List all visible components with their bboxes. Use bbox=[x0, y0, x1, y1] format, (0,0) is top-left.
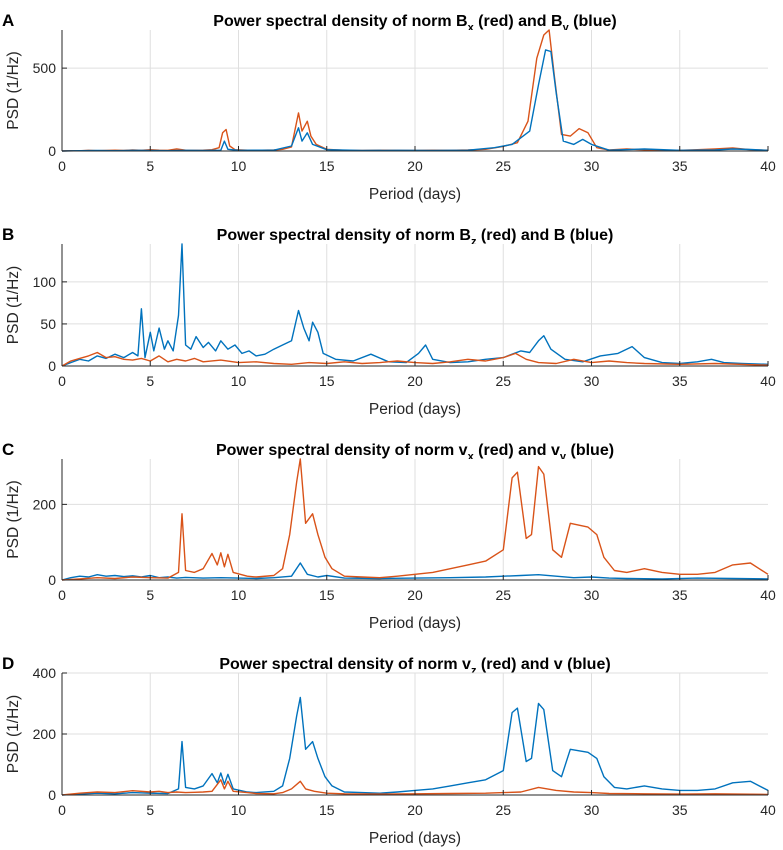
x-tick-label: 35 bbox=[672, 373, 688, 389]
x-tick-label: 25 bbox=[495, 587, 511, 603]
x-tick-label: 20 bbox=[407, 587, 423, 603]
y-axis-label: PSD (1/Hz) bbox=[5, 695, 22, 773]
x-tick-label: 0 bbox=[58, 373, 66, 389]
x-tick-label: 15 bbox=[319, 373, 335, 389]
chart-title: Power spectral density of norm Bz (red) … bbox=[217, 227, 614, 248]
y-tick-label: 0 bbox=[48, 358, 56, 374]
panel-letter: B bbox=[2, 225, 14, 244]
x-tick-label: 35 bbox=[672, 587, 688, 603]
x-tick-label: 40 bbox=[760, 802, 776, 818]
series-line-red bbox=[61, 458, 769, 581]
x-tick-label: 30 bbox=[584, 158, 600, 174]
x-tick-label: 30 bbox=[584, 373, 600, 389]
panel-letter: C bbox=[2, 440, 14, 459]
y-tick-label: 400 bbox=[33, 665, 57, 681]
x-tick-label: 20 bbox=[407, 802, 423, 818]
x-axis-label: Period (days) bbox=[369, 401, 461, 418]
x-tick-label: 40 bbox=[760, 158, 776, 174]
x-tick-label: 25 bbox=[495, 802, 511, 818]
y-tick-label: 100 bbox=[33, 274, 57, 290]
y-tick-label: 50 bbox=[40, 316, 56, 332]
series-line-blue bbox=[61, 243, 769, 367]
x-tick-label: 20 bbox=[407, 373, 423, 389]
x-tick-label: 15 bbox=[319, 802, 335, 818]
chart-panel-c: C Power spectral density of norm vx (red)… bbox=[2, 440, 776, 632]
x-tick-label: 25 bbox=[495, 373, 511, 389]
x-tick-label: 5 bbox=[146, 587, 154, 603]
x-axis-label: Period (days) bbox=[369, 615, 461, 632]
x-tick-label: 10 bbox=[231, 373, 247, 389]
x-tick-label: 5 bbox=[146, 373, 154, 389]
x-axis-label: Period (days) bbox=[369, 830, 461, 847]
x-tick-label: 40 bbox=[760, 373, 776, 389]
y-tick-label: 500 bbox=[33, 60, 57, 76]
panel-letter: D bbox=[2, 654, 14, 673]
x-tick-label: 15 bbox=[319, 158, 335, 174]
series-line-red bbox=[61, 779, 769, 796]
y-axis-label: PSD (1/Hz) bbox=[5, 266, 22, 344]
panel-letter: A bbox=[2, 11, 14, 30]
y-axis-label: PSD (1/Hz) bbox=[5, 480, 22, 558]
x-tick-label: 0 bbox=[58, 802, 66, 818]
y-tick-label: 0 bbox=[48, 143, 56, 159]
chart-panel-d: D Power spectral density of norm vz (red)… bbox=[2, 654, 776, 847]
y-tick-label: 0 bbox=[48, 572, 56, 588]
x-tick-label: 10 bbox=[231, 587, 247, 603]
x-tick-label: 10 bbox=[231, 802, 247, 818]
x-tick-label: 30 bbox=[584, 587, 600, 603]
x-tick-label: 20 bbox=[407, 158, 423, 174]
chart-title: Power spectral density of norm Bx (red) … bbox=[213, 13, 616, 34]
chart-title: Power spectral density of norm vz (red) … bbox=[219, 656, 610, 677]
x-tick-label: 40 bbox=[760, 587, 776, 603]
x-tick-label: 0 bbox=[58, 587, 66, 603]
series-line-blue bbox=[61, 562, 769, 581]
x-tick-label: 5 bbox=[146, 802, 154, 818]
x-tick-label: 25 bbox=[495, 158, 511, 174]
x-tick-label: 30 bbox=[584, 802, 600, 818]
y-tick-label: 200 bbox=[33, 726, 57, 742]
x-tick-label: 5 bbox=[146, 158, 154, 174]
x-axis-label: Period (days) bbox=[369, 186, 461, 203]
chart-panel-a: A Power spectral density of norm Bx (red)… bbox=[2, 11, 776, 203]
x-tick-label: 35 bbox=[672, 802, 688, 818]
y-axis-label: PSD (1/Hz) bbox=[5, 51, 22, 129]
y-tick-label: 0 bbox=[48, 787, 56, 803]
series-line-blue bbox=[61, 49, 769, 152]
series-line-blue bbox=[61, 696, 769, 796]
x-tick-label: 10 bbox=[231, 158, 247, 174]
x-tick-label: 0 bbox=[58, 158, 66, 174]
chart-title: Power spectral density of norm vx (red) … bbox=[216, 442, 614, 463]
y-tick-label: 200 bbox=[33, 496, 57, 512]
chart-panel-b: B Power spectral density of norm Bz (red)… bbox=[2, 225, 776, 418]
series-line-red bbox=[61, 351, 769, 367]
x-tick-label: 35 bbox=[672, 158, 688, 174]
x-tick-label: 15 bbox=[319, 587, 335, 603]
